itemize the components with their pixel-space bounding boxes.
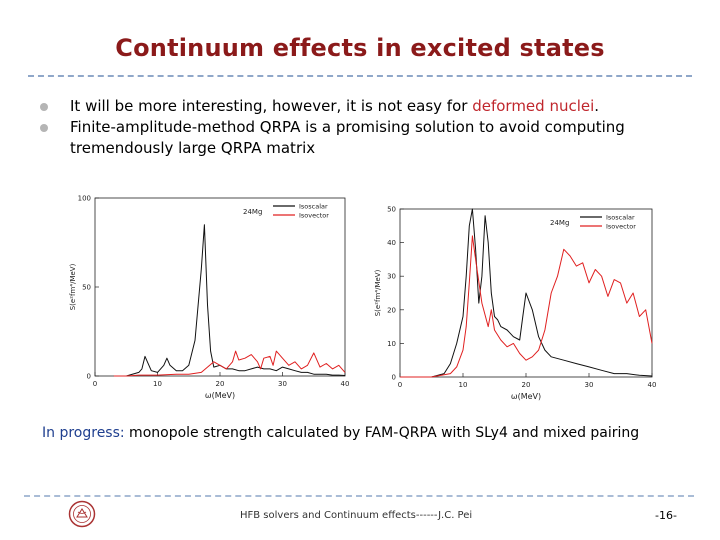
y-tick-label: 30 <box>387 273 396 281</box>
x-tick-label: 0 <box>398 381 402 389</box>
legend-label: Isovector <box>606 223 636 231</box>
x-axis-label: ω(MeV) <box>511 392 541 401</box>
slide-title: Continuum effects in excited states <box>115 34 605 62</box>
right-strength-plot: 0 10 20 30 40 0 10 20 30 40 50 ω(MeV) S(e²fm⁴/MeV) Is… <box>374 206 657 402</box>
x-tick-label: 10 <box>153 380 162 388</box>
bullet-dot-icon <box>40 124 48 132</box>
legend-label: Isovector <box>299 212 329 220</box>
series-line-isoscalar <box>113 224 346 377</box>
plot-frame <box>94 197 346 377</box>
y-tick-label: 20 <box>387 306 396 314</box>
y-tick-label: 40 <box>387 239 396 247</box>
series-line-isovector <box>113 350 346 377</box>
x-tick-label: 20 <box>522 381 531 389</box>
bullet-text: It will be more interesting, however, it… <box>70 97 473 115</box>
y-axis-label: S(e²fm⁴/MeV) <box>69 263 77 310</box>
series-line-isovector <box>400 235 653 378</box>
bullet-text: Finite-amplitude-method QRPA is a promis… <box>70 118 625 157</box>
x-tick-label: 20 <box>216 380 225 388</box>
series-line-isoscalar <box>400 208 653 378</box>
x-tick-label: 30 <box>585 381 594 389</box>
bullet-highlight: deformed nuclei <box>472 97 595 115</box>
bullet-item: Finite-amplitude-method QRPA is a promis… <box>40 117 700 159</box>
x-axis-label: ω(MeV) <box>205 391 235 400</box>
bullet-tail: . <box>594 97 600 115</box>
x-tick-label: 40 <box>648 381 657 389</box>
y-tick-label: 10 <box>387 340 396 348</box>
y-tick-label: 50 <box>82 284 91 292</box>
y-tick-label: 100 <box>78 195 91 203</box>
x-tick-label: 0 <box>93 380 97 388</box>
university-seal-icon <box>68 500 96 528</box>
title-divider <box>28 75 692 77</box>
bullet-dot-icon <box>40 103 48 111</box>
y-tick-label: 0 <box>392 374 396 382</box>
nucleus-label: 24Mg <box>550 219 569 227</box>
y-tick-label: 0 <box>87 373 91 381</box>
progress-text: monopole strength calculated by FAM-QRPA… <box>124 425 640 441</box>
x-tick-label: 30 <box>278 380 287 388</box>
nucleus-label: 24Mg <box>243 208 262 216</box>
legend-label: Isoscalar <box>299 203 328 211</box>
bullet-list: It will be more interesting, however, it… <box>40 96 700 159</box>
x-tick-label: 40 <box>341 380 350 388</box>
progress-label: In progress: <box>42 425 125 441</box>
page-number: -16- <box>655 509 677 522</box>
bullet-item: It will be more interesting, however, it… <box>40 96 700 117</box>
progress-note: In progress: monopole strength calculate… <box>42 425 639 441</box>
left-strength-plot: 0 10 20 30 40 0 50 100 ω(MeV) S(e²fm⁴/MeV) Isoscal… <box>69 195 350 401</box>
y-tick-label: 50 <box>387 206 396 214</box>
y-axis-label: S(e²fm⁴/MeV) <box>374 269 382 316</box>
x-tick-label: 10 <box>459 381 468 389</box>
footer-text: HFB solvers and Continuum effects------J… <box>240 510 473 521</box>
footer-divider <box>24 495 694 497</box>
legend-label: Isoscalar <box>606 214 635 222</box>
